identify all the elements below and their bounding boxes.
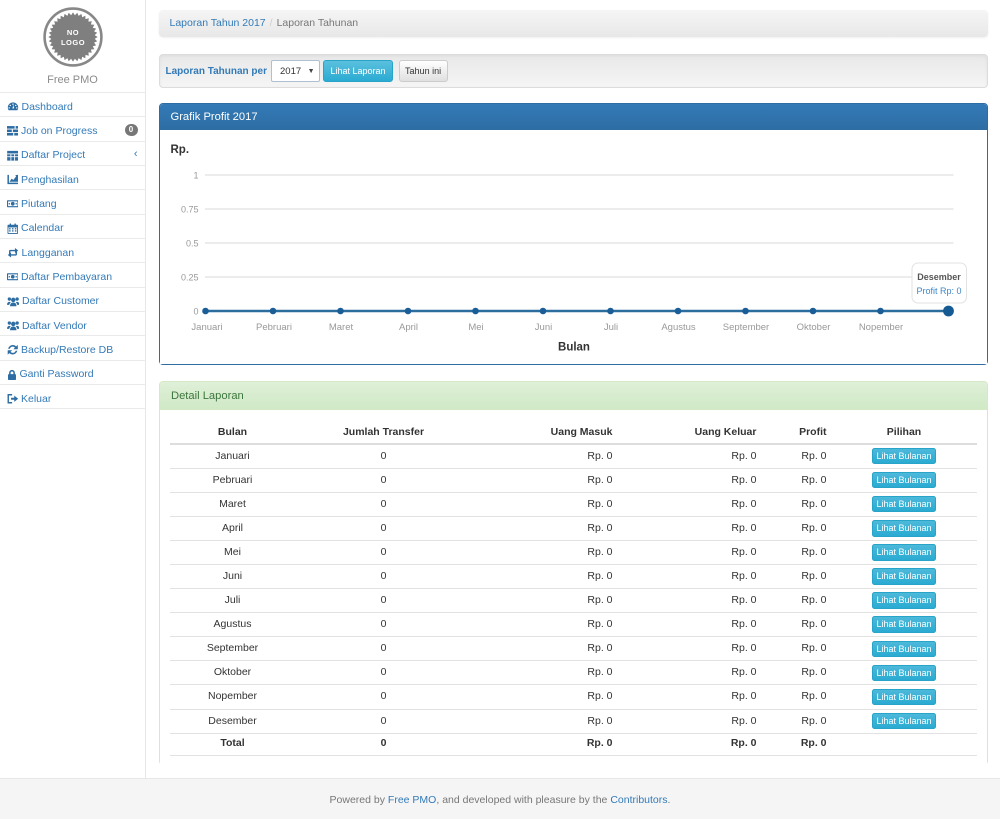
svg-text:0.5: 0.5	[185, 239, 198, 249]
svg-text:Agustus: Agustus	[661, 322, 696, 333]
svg-text:Mei: Mei	[468, 322, 483, 333]
svg-text:1: 1	[193, 171, 198, 181]
svg-text:Juli: Juli	[603, 322, 617, 333]
svg-text:Profit Rp: 0: Profit Rp: 0	[916, 286, 961, 296]
svg-text:Januari: Januari	[191, 322, 222, 333]
svg-text:Maret: Maret	[328, 322, 353, 333]
svg-text:Rp.: Rp.	[170, 144, 189, 156]
svg-text:Pebruari: Pebruari	[256, 322, 292, 333]
svg-text:LOGO: LOGO	[60, 38, 84, 47]
svg-text:0: 0	[193, 307, 198, 317]
svg-text:0.75: 0.75	[180, 205, 198, 215]
svg-text:April: April	[398, 322, 417, 333]
svg-text:0.25: 0.25	[180, 273, 198, 283]
svg-text:September: September	[722, 322, 768, 333]
svg-text:Oktober: Oktober	[796, 322, 830, 333]
svg-text:NO: NO	[66, 28, 78, 37]
svg-text:Desember: Desember	[917, 272, 961, 282]
svg-text:Nopember: Nopember	[858, 322, 902, 333]
svg-text:Juni: Juni	[534, 322, 551, 333]
svg-text:Bulan: Bulan	[558, 342, 590, 354]
